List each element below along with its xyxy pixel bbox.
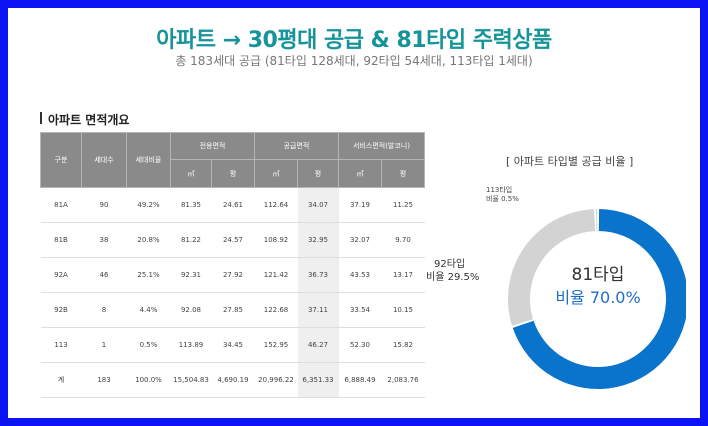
header-supply: 공급면적 (254, 132, 339, 160)
area-table: 구분 세대수 세대비율 전용면적 공급면적 서비스면적(발코니) ㎡ 평 ㎡ 평… (40, 132, 425, 398)
header-sqm: ㎡ (254, 159, 298, 188)
table-cell: 33.54 (338, 292, 382, 328)
table-cell: 92B (40, 292, 82, 328)
table-cell: 32.07 (338, 222, 382, 258)
table-cell: 43.53 (338, 257, 382, 293)
header-ratio: 세대비율 (126, 132, 171, 188)
table-cell: 10.15 (381, 292, 425, 328)
table-cell: 15.82 (381, 327, 425, 363)
table-cell: 52.30 (338, 327, 382, 363)
header-exclusive: 전용면적 (170, 132, 255, 160)
table-cell: 183 (81, 362, 127, 398)
header-pyeong: 평 (297, 159, 339, 188)
table-cell: 34.07 (297, 187, 339, 223)
table-cell: 8 (81, 292, 127, 328)
table-cell: 81B (40, 222, 82, 258)
header-service: 서비스면적(발코니) (338, 132, 425, 160)
table-cell: 6,351.33 (297, 362, 339, 398)
header-units: 세대수 (81, 132, 127, 188)
table-cell: 24.61 (211, 187, 255, 223)
table-row: 계 183 100.0% 15,504.83 4,690.19 20,996.22 6,35… (40, 362, 425, 398)
table-cell: 20.8% (126, 222, 171, 258)
table-cell: 6,888.49 (338, 362, 382, 398)
table-cell: 90 (81, 187, 127, 223)
table-cell: 계 (40, 362, 82, 398)
label-92-type: 92타입 (434, 259, 466, 270)
table-cell: 11.25 (381, 187, 425, 223)
table-cell: 20,996.22 (254, 362, 298, 398)
table-cell: 92.08 (170, 292, 212, 328)
table-cell: 15,504.83 (170, 362, 212, 398)
table-cell: 2,083.76 (381, 362, 425, 398)
header-pyeong: 평 (381, 159, 425, 188)
header-pyeong: 평 (211, 159, 255, 188)
table-cell: 112.64 (254, 187, 298, 223)
table-cell: 4,690.19 (211, 362, 255, 398)
table-cell: 32.95 (297, 222, 339, 258)
table-cell: 4.4% (126, 292, 171, 328)
table-cell: 46 (81, 257, 127, 293)
table-cell: 113 (40, 327, 82, 363)
table-cell: 24.57 (211, 222, 255, 258)
header-type: 구분 (40, 132, 82, 188)
table-cell: 152.95 (254, 327, 298, 363)
table-cell: 34.45 (211, 327, 255, 363)
table-cell: 25.1% (126, 257, 171, 293)
table-cell: 92.31 (170, 257, 212, 293)
header-sqm: ㎡ (338, 159, 382, 188)
table-cell: 13.17 (381, 257, 425, 293)
slice-92 (508, 209, 596, 326)
table-row: 81A 90 49.2% 81.35 24.61 112.64 34.07 37.19 11.2… (40, 187, 425, 223)
area-table-body: 81A 90 49.2% 81.35 24.61 112.64 34.07 37.19 11.2… (40, 187, 425, 398)
table-cell: 108.92 (254, 222, 298, 258)
table-cell: 36.73 (297, 257, 339, 293)
section-title: 아파트 면적개요 (40, 111, 129, 128)
table-cell: 81A (40, 187, 82, 223)
label-92-ratio: 비율 29.5% (426, 272, 480, 283)
table-cell: 81.22 (170, 222, 212, 258)
table-cell: 92A (40, 257, 82, 293)
center-ratio-label: 비율 70.0% (555, 288, 641, 307)
slice-113 (596, 209, 598, 232)
label-113-ratio: 비율 0.5% (486, 195, 519, 203)
pie-title: [ 아파트 타입별 공급 비율 ] (506, 155, 634, 168)
page-subtitle: 총 183세대 공급 (81타입 128세대, 92타입 54세대, 113타입… (175, 54, 533, 68)
table-row: 92A 46 25.1% 92.31 27.92 121.42 36.73 43.53 13.1… (40, 257, 425, 293)
table-cell: 121.42 (254, 257, 298, 293)
table-cell: 27.92 (211, 257, 255, 293)
table-row: 92B 8 4.4% 92.08 27.85 122.68 37.11 33.54 10.15 (40, 292, 425, 328)
table-cell: 9.70 (381, 222, 425, 258)
section-marker (40, 112, 42, 124)
donut-slices (508, 209, 686, 389)
section-title-text: 아파트 면적개요 (48, 113, 130, 127)
table-cell: 37.19 (338, 187, 382, 223)
page-frame: 아파트 → 30평대 공급 & 81타입 주력상품 총 183세대 공급 (81… (8, 8, 700, 418)
header-sqm: ㎡ (170, 159, 212, 188)
table-row: 113 1 0.5% 113.89 34.45 152.95 46.27 52.30 15.82 (40, 327, 425, 363)
table-cell: 81.35 (170, 187, 212, 223)
table-cell: 27.85 (211, 292, 255, 328)
table-cell: 100.0% (126, 362, 171, 398)
page-title: 아파트 → 30평대 공급 & 81타입 주력상품 (156, 28, 552, 53)
table-cell: 122.68 (254, 292, 298, 328)
donut-chart (508, 209, 686, 389)
table-cell: 1 (81, 327, 127, 363)
table-cell: 0.5% (126, 327, 171, 363)
label-113-type: 113타입 (486, 186, 513, 194)
table-cell: 113.89 (170, 327, 212, 363)
table-cell: 49.2% (126, 187, 171, 223)
table-cell: 38 (81, 222, 127, 258)
table-row: 81B 38 20.8% 81.22 24.57 108.92 32.95 32.07 9.70 (40, 222, 425, 258)
center-type-label: 81타입 (571, 265, 625, 285)
table-cell: 37.11 (297, 292, 339, 328)
table-cell: 46.27 (297, 327, 339, 363)
